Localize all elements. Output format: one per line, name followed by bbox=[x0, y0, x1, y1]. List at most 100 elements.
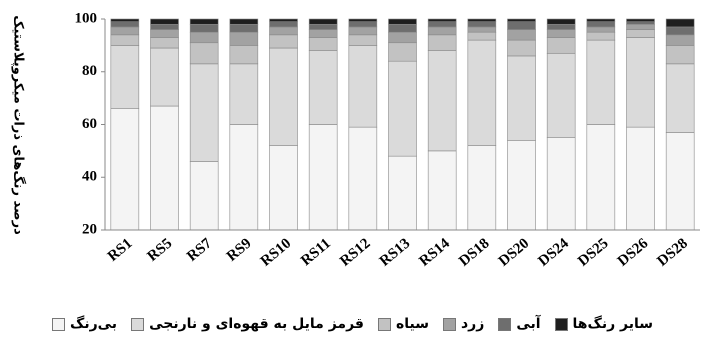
legend: سایر رنگ‌ها آبی زرد سیاه قرمز مایل به قهوه‌ا… bbox=[0, 316, 705, 332]
bar-segment bbox=[427, 21, 457, 28]
legend-label: آبی bbox=[516, 316, 541, 332]
bar-segment bbox=[388, 23, 417, 33]
bar-segment bbox=[665, 45, 695, 65]
bar-segment bbox=[665, 34, 695, 46]
bar-segment bbox=[586, 31, 616, 41]
legend-item: سیاه bbox=[377, 316, 429, 332]
bar-segment bbox=[665, 63, 695, 133]
bar-segment bbox=[229, 23, 259, 33]
bar-segment bbox=[150, 105, 179, 230]
bar-segment bbox=[308, 37, 338, 51]
bar-segment bbox=[507, 18, 536, 22]
bar-segment bbox=[110, 108, 140, 230]
bar-segment bbox=[269, 34, 298, 49]
bar-segment bbox=[110, 18, 140, 22]
x-tick-label: RS7 bbox=[184, 235, 215, 265]
bar-segment bbox=[189, 161, 219, 230]
legend-label: بی‌رنگ bbox=[69, 316, 118, 332]
bar-segment bbox=[467, 18, 497, 22]
bar-segment bbox=[546, 37, 576, 54]
legend-swatch bbox=[377, 317, 391, 331]
bar-segment bbox=[150, 18, 179, 25]
bar-segment bbox=[150, 47, 179, 107]
bar-segment bbox=[626, 126, 655, 230]
legend-label: قرمز مایل به قهوه‌ای و نارنجی bbox=[149, 316, 364, 332]
bar-segment bbox=[388, 42, 417, 62]
chart: درصد رنگ‌های ذرات میکروپلاستیک 20 40 60 80 1… bbox=[11, 10, 700, 270]
bar-segment bbox=[308, 23, 338, 30]
bar-segment bbox=[229, 45, 259, 65]
bar-segment bbox=[626, 21, 655, 25]
bar-segment bbox=[388, 155, 417, 230]
legend-swatch bbox=[51, 317, 65, 331]
bar-segment bbox=[507, 29, 536, 41]
x-tick-label: RS10 bbox=[258, 235, 294, 269]
bar-segment bbox=[546, 18, 576, 25]
bar-segment bbox=[388, 60, 417, 157]
bar-segment bbox=[189, 63, 219, 162]
legend-swatch bbox=[443, 317, 456, 331]
bar-segment bbox=[467, 26, 497, 33]
x-tick-label: DS25 bbox=[575, 235, 611, 269]
x-tick-label: RS14 bbox=[416, 235, 453, 270]
bar-segment bbox=[546, 52, 576, 138]
bar-segment bbox=[269, 21, 298, 28]
bar-segment bbox=[348, 21, 378, 28]
bar-segment bbox=[269, 26, 298, 36]
bar-segment bbox=[189, 31, 219, 44]
bar-segment bbox=[467, 145, 497, 230]
bar-segment bbox=[626, 18, 655, 22]
bar-segment bbox=[467, 31, 497, 41]
bar-segment bbox=[427, 34, 457, 51]
legend-label: زرد bbox=[461, 316, 485, 332]
bar-segment bbox=[507, 55, 536, 141]
bar-segment bbox=[467, 21, 497, 28]
bar-segment bbox=[546, 29, 576, 38]
bar-segment bbox=[110, 26, 140, 36]
x-tick-label: DS20 bbox=[496, 235, 532, 269]
bar-segment bbox=[308, 50, 338, 125]
bar-segment bbox=[110, 21, 140, 28]
x-tick-label: RS11 bbox=[298, 235, 334, 269]
bar-segment bbox=[427, 150, 457, 230]
bar-segment bbox=[348, 34, 378, 46]
bar-segment bbox=[229, 63, 259, 125]
bar-segment bbox=[189, 42, 219, 65]
bar-segment bbox=[626, 29, 655, 38]
bar-segment bbox=[348, 18, 378, 22]
bar-segment bbox=[229, 124, 259, 230]
x-tick-label: DS24 bbox=[535, 235, 572, 270]
bar-segment bbox=[269, 47, 298, 146]
legend-swatch bbox=[498, 317, 512, 331]
bar-segment bbox=[150, 23, 179, 30]
x-tick-label: DS28 bbox=[654, 235, 690, 269]
legend-label: سایر رنگ‌ها bbox=[572, 316, 654, 332]
bar-segment bbox=[665, 26, 695, 36]
x-tick-label: RS1 bbox=[105, 235, 136, 264]
bar-segment bbox=[308, 29, 338, 38]
bar-segment bbox=[229, 18, 259, 25]
legend-item: آبی bbox=[498, 316, 541, 332]
bar-segment bbox=[229, 31, 259, 46]
bar-segment bbox=[189, 18, 219, 25]
bar-segment bbox=[586, 26, 616, 33]
bar-segment bbox=[348, 26, 378, 36]
y-axis-label: درصد رنگ‌های ذرات میکروپلاستیک bbox=[11, 15, 27, 235]
x-tick-label: RS5 bbox=[145, 235, 176, 264]
bar-segment bbox=[427, 18, 457, 22]
legend-swatch bbox=[131, 317, 145, 331]
bar-segment bbox=[586, 18, 616, 22]
x-tick-label: DS26 bbox=[615, 235, 652, 270]
x-tick-label: RS9 bbox=[224, 235, 255, 264]
bar-segment bbox=[427, 26, 457, 36]
bar-segment bbox=[189, 23, 219, 33]
y-tick-label: 20 bbox=[82, 221, 97, 237]
y-tick-label: 60 bbox=[82, 116, 97, 132]
bar-segment bbox=[348, 45, 378, 128]
legend-swatch bbox=[554, 317, 568, 331]
bar-segment bbox=[626, 23, 655, 30]
bar-segment bbox=[507, 39, 536, 57]
bar-segment bbox=[110, 34, 140, 46]
legend-item: سایر رنگ‌ها bbox=[554, 316, 654, 332]
